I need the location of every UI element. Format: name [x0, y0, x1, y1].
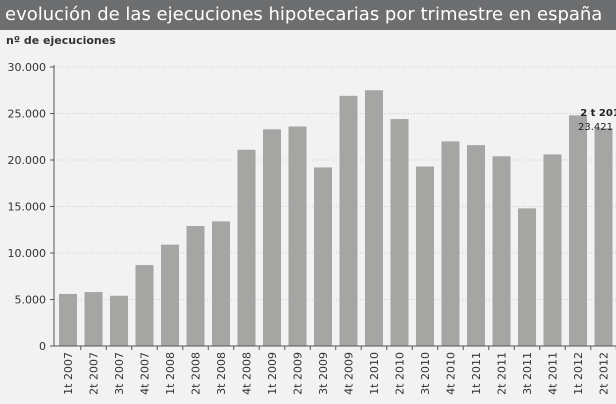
bar [441, 141, 460, 346]
chart-title: evolución de las ejecuciones hipotecaria… [0, 0, 616, 30]
x-tick-label: 2t 2012 [598, 352, 611, 395]
x-tick-label: 1t 2011 [470, 352, 483, 395]
x-tick-label: 2t 2008 [190, 352, 203, 395]
bar [467, 145, 485, 346]
y-axis-label: nº de ejecuciones [6, 34, 116, 47]
bar [161, 244, 179, 346]
bar [288, 126, 307, 347]
bar [84, 292, 103, 346]
y-tick-label: 25.000 [8, 108, 47, 121]
bar [135, 265, 154, 346]
bar [339, 95, 358, 346]
bars [59, 90, 613, 347]
axes [50, 65, 616, 350]
x-tick-label: 2t 2011 [496, 352, 509, 395]
x-tick-label: 3t 2011 [521, 352, 534, 395]
x-tick-label: 4t 2010 [445, 352, 458, 395]
x-tick-label: 3t 2007 [113, 352, 126, 395]
bar [492, 156, 511, 346]
bar [390, 119, 409, 346]
bar [186, 226, 205, 346]
x-tick-label: 2t 2010 [394, 352, 407, 395]
bar [543, 154, 562, 346]
bar [518, 208, 536, 346]
x-tick-label: 3t 2009 [317, 352, 330, 395]
bar [59, 293, 77, 346]
x-tick-label: 1t 2012 [572, 352, 585, 395]
x-tick-label: 3t 2008 [215, 352, 228, 395]
y-tick-label: 20.000 [8, 154, 47, 167]
x-tick-label: 2t 2009 [292, 352, 305, 395]
annotation-value: 23.421 [578, 122, 613, 133]
bar [569, 115, 587, 346]
x-tick-label: 4t 2008 [241, 352, 254, 395]
bar [263, 129, 281, 346]
bar [237, 149, 256, 346]
x-tick-label: 2t 2007 [88, 352, 101, 395]
bar [314, 167, 332, 346]
bar [365, 90, 383, 346]
y-tick-label: 15.000 [8, 201, 47, 214]
y-tick-label: 10.000 [8, 247, 47, 260]
x-tick-label: 1t 2009 [266, 352, 279, 395]
y-tick-label: 5.000 [15, 294, 47, 307]
labels: 0 5.000 10.000 15.000 20.000 25.000 30.000 1t 2… [8, 61, 616, 395]
bar [110, 295, 128, 346]
bar [416, 166, 434, 346]
x-tick-label: 4t 2007 [139, 352, 152, 395]
y-tick-label: 0 [39, 340, 46, 353]
bar [594, 128, 613, 346]
y-tick-label: 30.000 [8, 61, 47, 74]
x-tick-label: 1t 2010 [368, 352, 381, 395]
x-tick-label: 1t 2008 [164, 352, 177, 395]
x-tick-label: 4t 2011 [547, 352, 560, 395]
x-tick-label: 1t 2007 [62, 352, 75, 395]
x-tick-label: 3t 2010 [419, 352, 432, 395]
annotation-label: 2 t 2012: [580, 108, 616, 119]
x-tick-label: 4t 2009 [343, 352, 356, 395]
bar [212, 221, 230, 346]
